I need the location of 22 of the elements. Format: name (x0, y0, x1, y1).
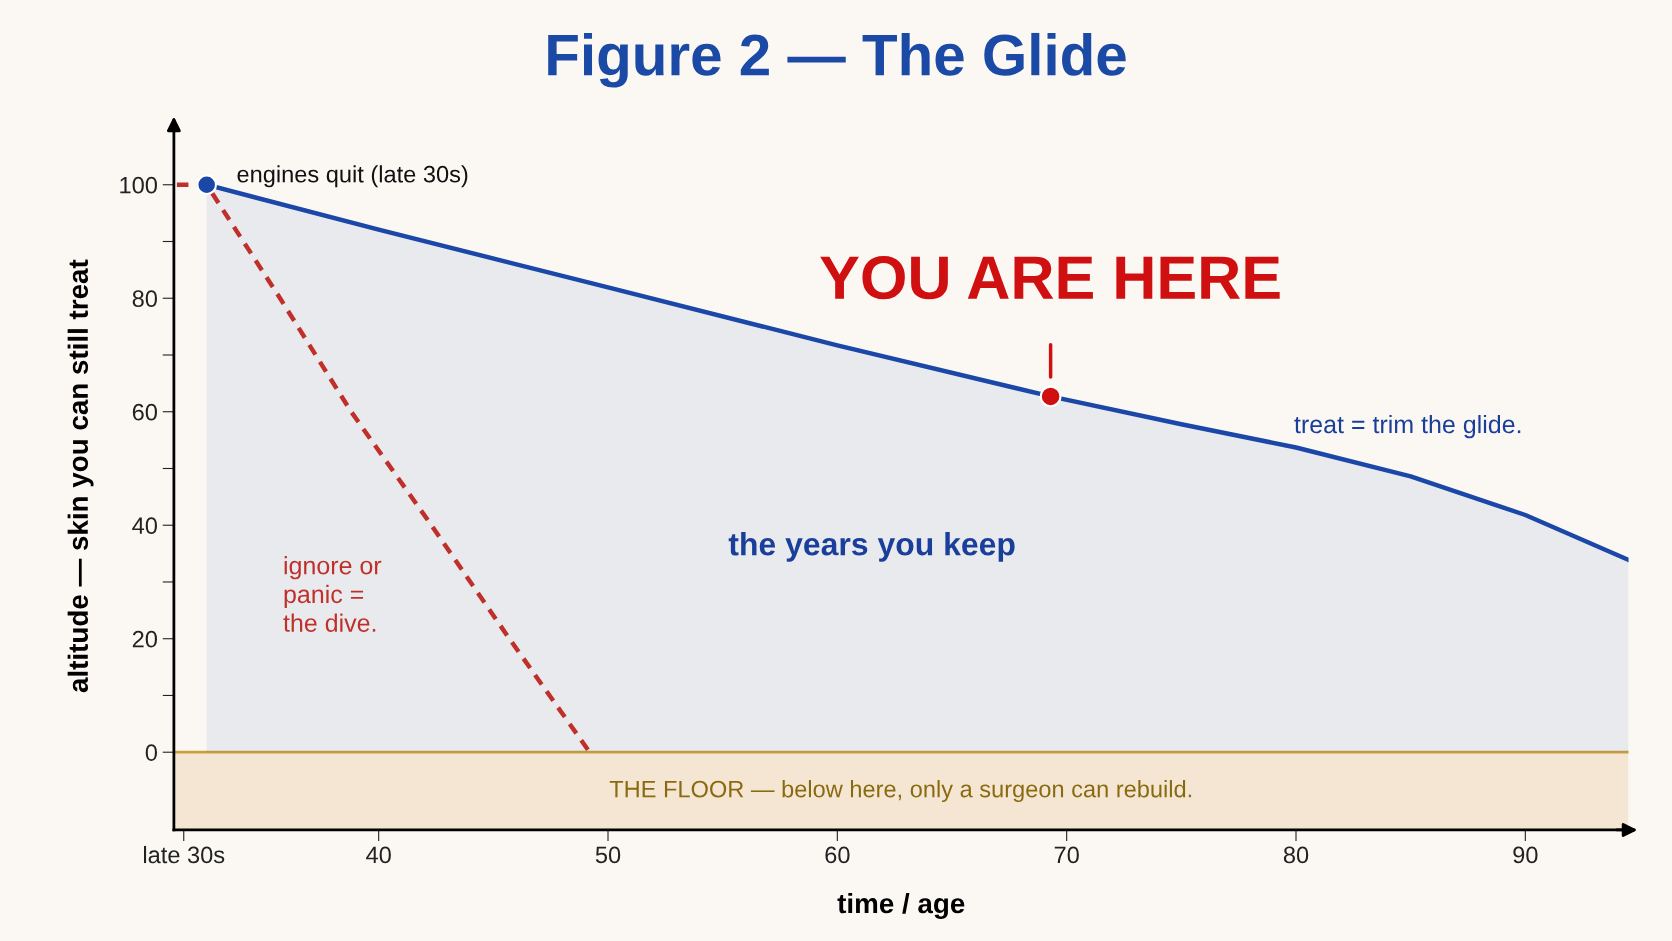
y-tick-label: 100 (120, 176, 157, 194)
annotation: treat = trim the glide. (1294, 414, 1521, 439)
annotation: the years you keep (728, 532, 1015, 562)
y-tick-label: 20 (132, 630, 157, 648)
annotation: ignore or panic = the dive. (283, 556, 382, 632)
x-axis-title: time / age (837, 892, 965, 919)
x-tick-label: 90 (1513, 846, 1538, 864)
annotation: YOU ARE HERE (820, 256, 1280, 300)
y-tick-label: 60 (132, 403, 157, 421)
x-tick-label: 70 (1054, 846, 1079, 864)
annotation: engines quit (late 30s) (237, 165, 468, 188)
x-tick-label: 40 (366, 846, 391, 864)
x-tick-label: late 30s (143, 845, 225, 864)
y-axis-title: altitude — skin you can still treat (67, 259, 94, 693)
x-tick-label: 80 (1283, 846, 1309, 864)
y-tick-label: 0 (145, 744, 157, 762)
x-tick-label: 60 (825, 846, 850, 864)
band-label: THE FLOOR — below here, only a surgeon can rebuild. (609, 780, 1192, 803)
y-tick-label: 40 (132, 517, 157, 535)
y-tick-label: 80 (132, 290, 157, 308)
x-tick-label: 50 (595, 846, 621, 864)
chart-title: Figure 2 — The Glide (548, 32, 1126, 88)
